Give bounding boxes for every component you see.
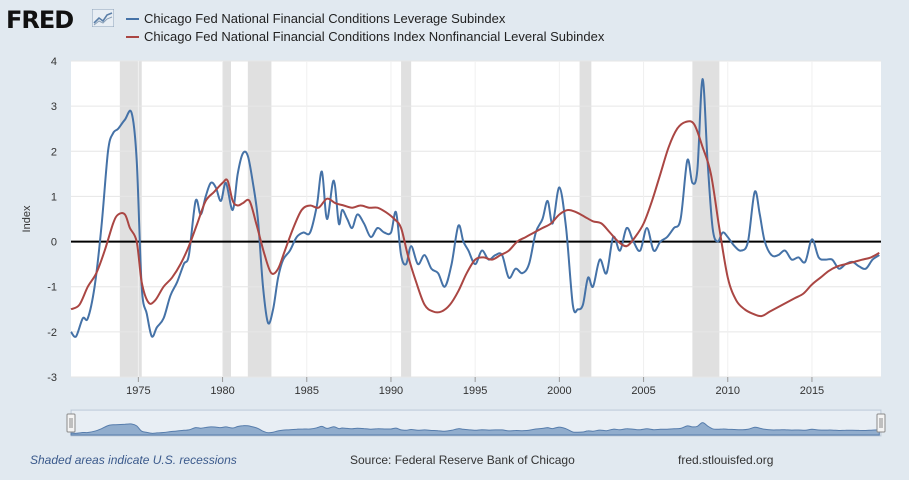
recession-note: Shaded areas indicate U.S. recessions: [30, 453, 237, 467]
y-axis-ticks: -3 -2 -1 0 1 2 3 4: [47, 56, 57, 384]
source-text: Source: Federal Reserve Bank of Chicago: [350, 453, 575, 467]
navigator-selection[interactable]: [71, 410, 881, 436]
recession-shading: [119, 61, 720, 377]
x-tick-label: 2010: [716, 385, 740, 397]
y-tick-label: 4: [51, 56, 57, 68]
y-tick-label: 0: [51, 237, 57, 249]
plot-area: [71, 61, 881, 377]
recession-band: [579, 61, 592, 377]
x-tick-label: 1975: [126, 385, 150, 397]
legend-swatch-nonfinancial: [126, 35, 139, 38]
y-tick-label: -1: [47, 282, 57, 294]
y-tick-label: 2: [51, 146, 57, 158]
y-tick-label: 1: [51, 191, 57, 203]
recession-band: [222, 61, 231, 377]
y-tick-label: -3: [47, 372, 57, 384]
recession-band: [247, 61, 272, 377]
y-tick-label: -2: [47, 327, 57, 339]
x-axis-ticks: 1975 1980 1985 1990 1995 2000 2005 2010 2015: [126, 377, 824, 397]
source-url-link[interactable]: fred.stlouisfed.org: [678, 453, 774, 467]
legend-label-leverage: Chicago Fed National Financial Condition…: [144, 11, 506, 26]
x-tick-label: 1980: [210, 385, 234, 397]
x-tick-label: 1985: [295, 385, 319, 397]
series-line-nonfinancial[interactable]: [70, 120, 880, 318]
navigator-area: [70, 422, 880, 436]
legend-item-nonfinancial[interactable]: Chicago Fed National Financial Condition…: [126, 29, 604, 44]
series-lines: [70, 78, 880, 338]
x-tick-label: 2015: [800, 385, 824, 397]
y-axis-label: Index: [21, 205, 33, 232]
legend-swatch-leverage: [126, 17, 139, 20]
x-tick-label: 2005: [631, 385, 655, 397]
legend-label-nonfinancial: Chicago Fed National Financial Condition…: [144, 29, 605, 44]
x-tick-label: 1995: [463, 385, 487, 397]
y-tick-label: 3: [51, 101, 57, 113]
x-tick-label: 2000: [547, 385, 571, 397]
legend-item-leverage[interactable]: Chicago Fed National Financial Condition…: [126, 11, 505, 26]
recession-band: [401, 61, 412, 377]
range-navigator[interactable]: [66, 409, 886, 437]
fred-graph-icon: [92, 9, 114, 27]
fred-logo: FRED: [6, 6, 74, 34]
navigator-handle-left[interactable]: [66, 413, 76, 433]
navigator-handle-right[interactable]: [876, 413, 886, 433]
x-tick-label: 1990: [379, 385, 403, 397]
